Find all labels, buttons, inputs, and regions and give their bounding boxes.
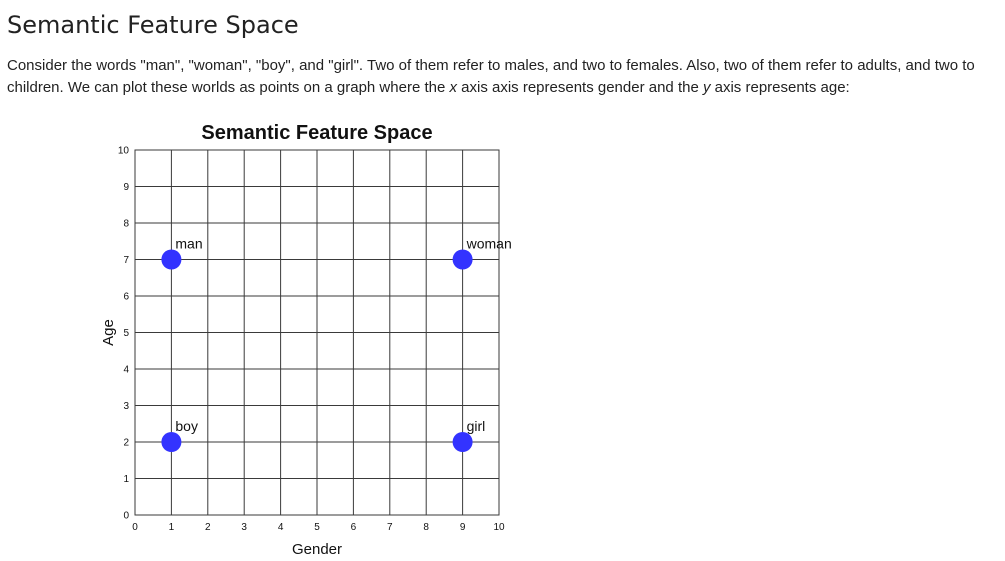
point-woman xyxy=(452,249,473,270)
chart-title: Semantic Feature Space xyxy=(201,122,432,144)
semantic-feature-chart: Semantic Feature Space 0 1 2 3 4 5 6 7 8 9 10 0 1 2 3… xyxy=(100,122,512,558)
x-tick-label-9: 9 xyxy=(460,522,466,533)
x-tick-label-4: 4 xyxy=(278,522,284,533)
y-tick-label-9: 9 xyxy=(123,182,129,193)
point-label-girl: girl xyxy=(467,418,486,434)
y-tick-label-5: 5 xyxy=(123,328,129,339)
y-tick-label-10: 10 xyxy=(118,146,130,157)
x-tick-label-10: 10 xyxy=(493,522,505,533)
x-tick-label-2: 2 xyxy=(205,522,211,533)
x-tick-label-8: 8 xyxy=(423,522,429,533)
point-girl xyxy=(452,432,473,452)
intro-paragraph: Consider the words "man", "woman", "boy"… xyxy=(7,55,997,99)
x-variable: x xyxy=(449,79,457,96)
y-tick-label-1: 1 xyxy=(123,474,129,485)
x-tick-label-1: 1 xyxy=(169,522,175,533)
intro-text-part1: Consider the words "man", "woman", "boy"… xyxy=(7,57,975,96)
point-boy xyxy=(161,432,182,452)
point-label-man: man xyxy=(175,236,202,252)
point-label-boy: boy xyxy=(175,418,198,434)
y-tick-label-4: 4 xyxy=(123,365,129,376)
page-title: Semantic Feature Space xyxy=(7,11,299,39)
point-label-woman: woman xyxy=(466,236,512,252)
y-tick-label-3: 3 xyxy=(123,401,129,412)
y-axis-ticks: 0 1 2 3 4 5 6 7 8 9 10 xyxy=(118,146,130,522)
x-axis-label: Gender xyxy=(292,541,342,558)
y-axis-label: Age xyxy=(100,319,117,346)
y-tick-label-0: 0 xyxy=(123,511,129,522)
data-points: man woman boy girl xyxy=(161,236,512,452)
plot-frame xyxy=(134,149,500,516)
y-variable: y xyxy=(702,79,711,96)
point-man xyxy=(161,249,182,270)
x-tick-label-6: 6 xyxy=(351,522,357,533)
y-tick-label-7: 7 xyxy=(123,255,129,266)
y-tick-label-6: 6 xyxy=(123,292,129,303)
grid xyxy=(134,149,500,516)
x-tick-label-7: 7 xyxy=(387,522,393,533)
x-tick-label-5: 5 xyxy=(314,522,320,533)
y-tick-label-2: 2 xyxy=(123,438,129,449)
x-axis-ticks: 0 1 2 3 4 5 6 7 8 9 10 xyxy=(132,522,505,533)
intro-text-part2: axis axis represents gender and the xyxy=(456,79,703,96)
x-tick-label-3: 3 xyxy=(241,522,247,533)
intro-text-part3: axis represents age: xyxy=(710,79,850,96)
y-tick-label-8: 8 xyxy=(123,219,129,230)
x-tick-label-0: 0 xyxy=(132,522,138,533)
